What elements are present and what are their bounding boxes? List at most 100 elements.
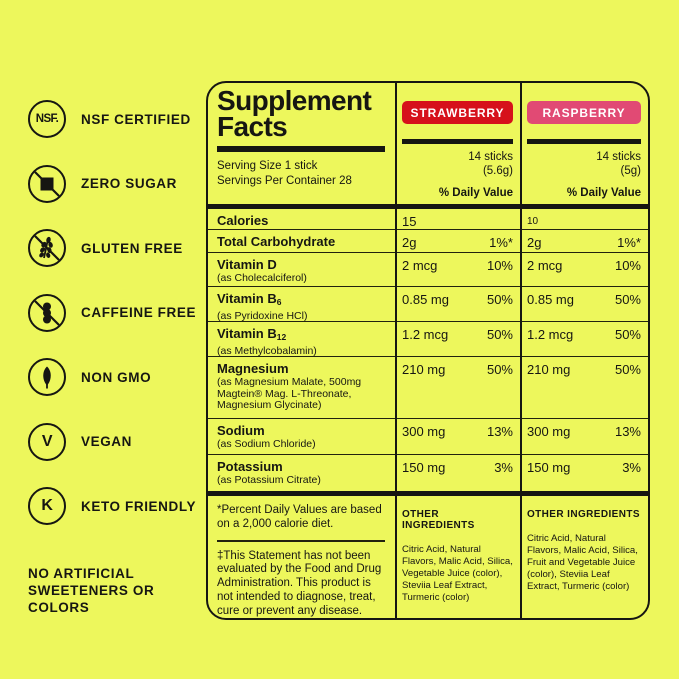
strawberry-other-ingredients: OTHER INGREDIENTS Citric Acid, Natural F… [395, 491, 520, 618]
dv: 10% [614, 258, 641, 273]
badge-rule [402, 139, 513, 144]
dv: 50% [486, 327, 513, 342]
raspberry-sticks: 14 sticks [596, 151, 641, 163]
nsf-icon: NSF. [28, 100, 66, 138]
row-calories-strawberry: 15 [395, 204, 520, 230]
dv: 50% [614, 292, 641, 307]
row-carb-name: Total Carbohydrate [208, 230, 395, 253]
raspberry-badge: RASPBERRY [527, 101, 641, 124]
value: 2g [402, 235, 417, 250]
row-carb-strawberry: 2g 1%* [395, 230, 520, 253]
servings-per-container: Servings Per Container 28 [217, 174, 352, 187]
other-ingredients-text: Citric Acid, Natural Flavors, Malic Acid… [527, 533, 638, 592]
value: 10 [527, 216, 539, 227]
footnotes: *Percent Daily Values are based on a 2,0… [208, 491, 395, 618]
facts-grid: Supplement Facts Serving Size 1 stick Se… [208, 83, 648, 618]
daily-value-footnote: *Percent Daily Values are based on a 2,0… [217, 504, 382, 530]
row-b6-raspberry: 0.85 mg 50% [520, 287, 648, 322]
feature-non-gmo: NON GMO [28, 358, 196, 396]
value: 0.85 mg [402, 292, 449, 307]
other-ingredients-header: OTHER INGREDIENTS [402, 509, 475, 531]
value: 2 mcg [402, 258, 438, 273]
daily-value-header: % Daily Value [438, 187, 513, 199]
row-carb-raspberry: 2g 1%* [520, 230, 648, 253]
value: 150 mg [527, 460, 571, 475]
value: 300 mg [527, 424, 571, 439]
value: 150 mg [402, 460, 446, 475]
feature-label: VEGAN [81, 434, 133, 449]
row-b12-strawberry: 1.2 mcg 50% [395, 322, 520, 357]
feature-zero-sugar: ZERO SUGAR [28, 164, 196, 203]
row-sodium-raspberry: 300 mg 13% [520, 419, 648, 455]
zero-sugar-icon [28, 164, 66, 203]
feature-label: GLUTEN FREE [81, 240, 183, 256]
value: 0.85 mg [527, 292, 574, 307]
row-vitd-name: Vitamin D (as Cholecalciferol) [208, 253, 395, 287]
dv: 50% [486, 292, 513, 307]
row-magnesium-strawberry: 210 mg 50% [395, 357, 520, 419]
feature-caffeine-free: CAFFEINE FREE [28, 293, 196, 332]
dv: 50% [486, 362, 513, 377]
row-calories-raspberry: 10 [520, 204, 648, 230]
panel-title: Supplement Facts [217, 85, 372, 142]
subscript: 12 [276, 332, 287, 342]
non-gmo-icon [28, 358, 66, 396]
other-ingredients-text: Citric Acid, Natural Flavors, Malic Acid… [402, 544, 513, 603]
dv: 13% [614, 424, 641, 439]
fda-disclaimer: ‡This Statement has not been evaluated b… [217, 549, 382, 617]
value: 300 mg [402, 424, 446, 439]
value: 15 [402, 214, 417, 229]
strawberry-header: STRAWBERRY 14 sticks (5.6g) % Daily Valu… [395, 83, 520, 204]
feature-label: NON GMO [81, 369, 152, 385]
dv: 50% [614, 362, 641, 377]
keto-icon: K [28, 487, 66, 525]
row-potassium-strawberry: 150 mg 3% [395, 455, 520, 491]
strawberry-grams: (5.6g) [482, 165, 513, 177]
row-b12-raspberry: 1.2 mcg 50% [520, 322, 648, 357]
no-artificial-note: NO ARTIFICIAL SWEETENERS OR COLORS [28, 566, 155, 615]
dv: 50% [614, 327, 641, 342]
dv: 3% [494, 460, 513, 475]
raspberry-other-ingredients: OTHER INGREDIENTS Citric Acid, Natural F… [520, 491, 648, 618]
raspberry-grams: (5g) [620, 165, 641, 177]
facts-header: Supplement Facts Serving Size 1 stick Se… [208, 83, 395, 204]
column-divider [395, 83, 397, 618]
nsf-icon-text: NSF. [35, 113, 59, 125]
daily-value-header: % Daily Value [566, 187, 641, 199]
strawberry-badge: STRAWBERRY [402, 101, 513, 124]
title-rule [217, 146, 385, 152]
feature-keto-friendly: K KETO FRIENDLY [28, 487, 196, 525]
value: 1.2 mcg [527, 327, 574, 342]
row-vitd-raspberry: 2 mcg 10% [520, 253, 648, 287]
feature-label: NSF CERTIFIED [81, 111, 191, 127]
supplement-facts-panel: Supplement Facts Serving Size 1 stick Se… [206, 81, 650, 620]
raspberry-header: RASPBERRY 14 sticks (5g) % Daily Value [520, 83, 648, 204]
dv: 1%* [489, 235, 513, 250]
serving-size: Serving Size 1 stick [217, 160, 318, 172]
value: 2g [527, 235, 542, 250]
value: 210 mg [527, 362, 571, 377]
caffeine-free-icon [28, 293, 66, 332]
feature-vegan: V VEGAN [28, 422, 196, 461]
row-b12-name: Vitamin B12 (as Methylcobalamin) [208, 322, 395, 357]
vegan-icon-text: V [41, 432, 53, 450]
strawberry-sticks: 14 sticks [468, 151, 513, 163]
row-magnesium-raspberry: 210 mg 50% [520, 357, 648, 419]
dv: 3% [622, 460, 641, 475]
value: 210 mg [402, 362, 446, 377]
value: 1.2 mcg [402, 327, 449, 342]
row-magnesium-name: Magnesium (as Magnesium Malate, 500mg Ma… [208, 357, 395, 419]
row-potassium-name: Potassium (as Potassium Citrate) [217, 459, 321, 486]
dv: 1%* [617, 235, 641, 250]
feature-nsf-certified: NSF. NSF CERTIFIED [28, 100, 196, 138]
feature-label: KETO FRIENDLY [81, 498, 197, 514]
row-vitd-strawberry: 2 mcg 10% [395, 253, 520, 287]
dv: 13% [486, 424, 513, 439]
dv: 10% [486, 258, 513, 273]
row-sodium-name: Sodium (as Sodium Chloride) [208, 419, 395, 455]
feature-gluten-free: GLUTEN FREE [28, 229, 196, 267]
row-b6-strawberry: 0.85 mg 50% [395, 287, 520, 322]
badge-rule [527, 139, 641, 144]
column-divider [520, 83, 522, 618]
